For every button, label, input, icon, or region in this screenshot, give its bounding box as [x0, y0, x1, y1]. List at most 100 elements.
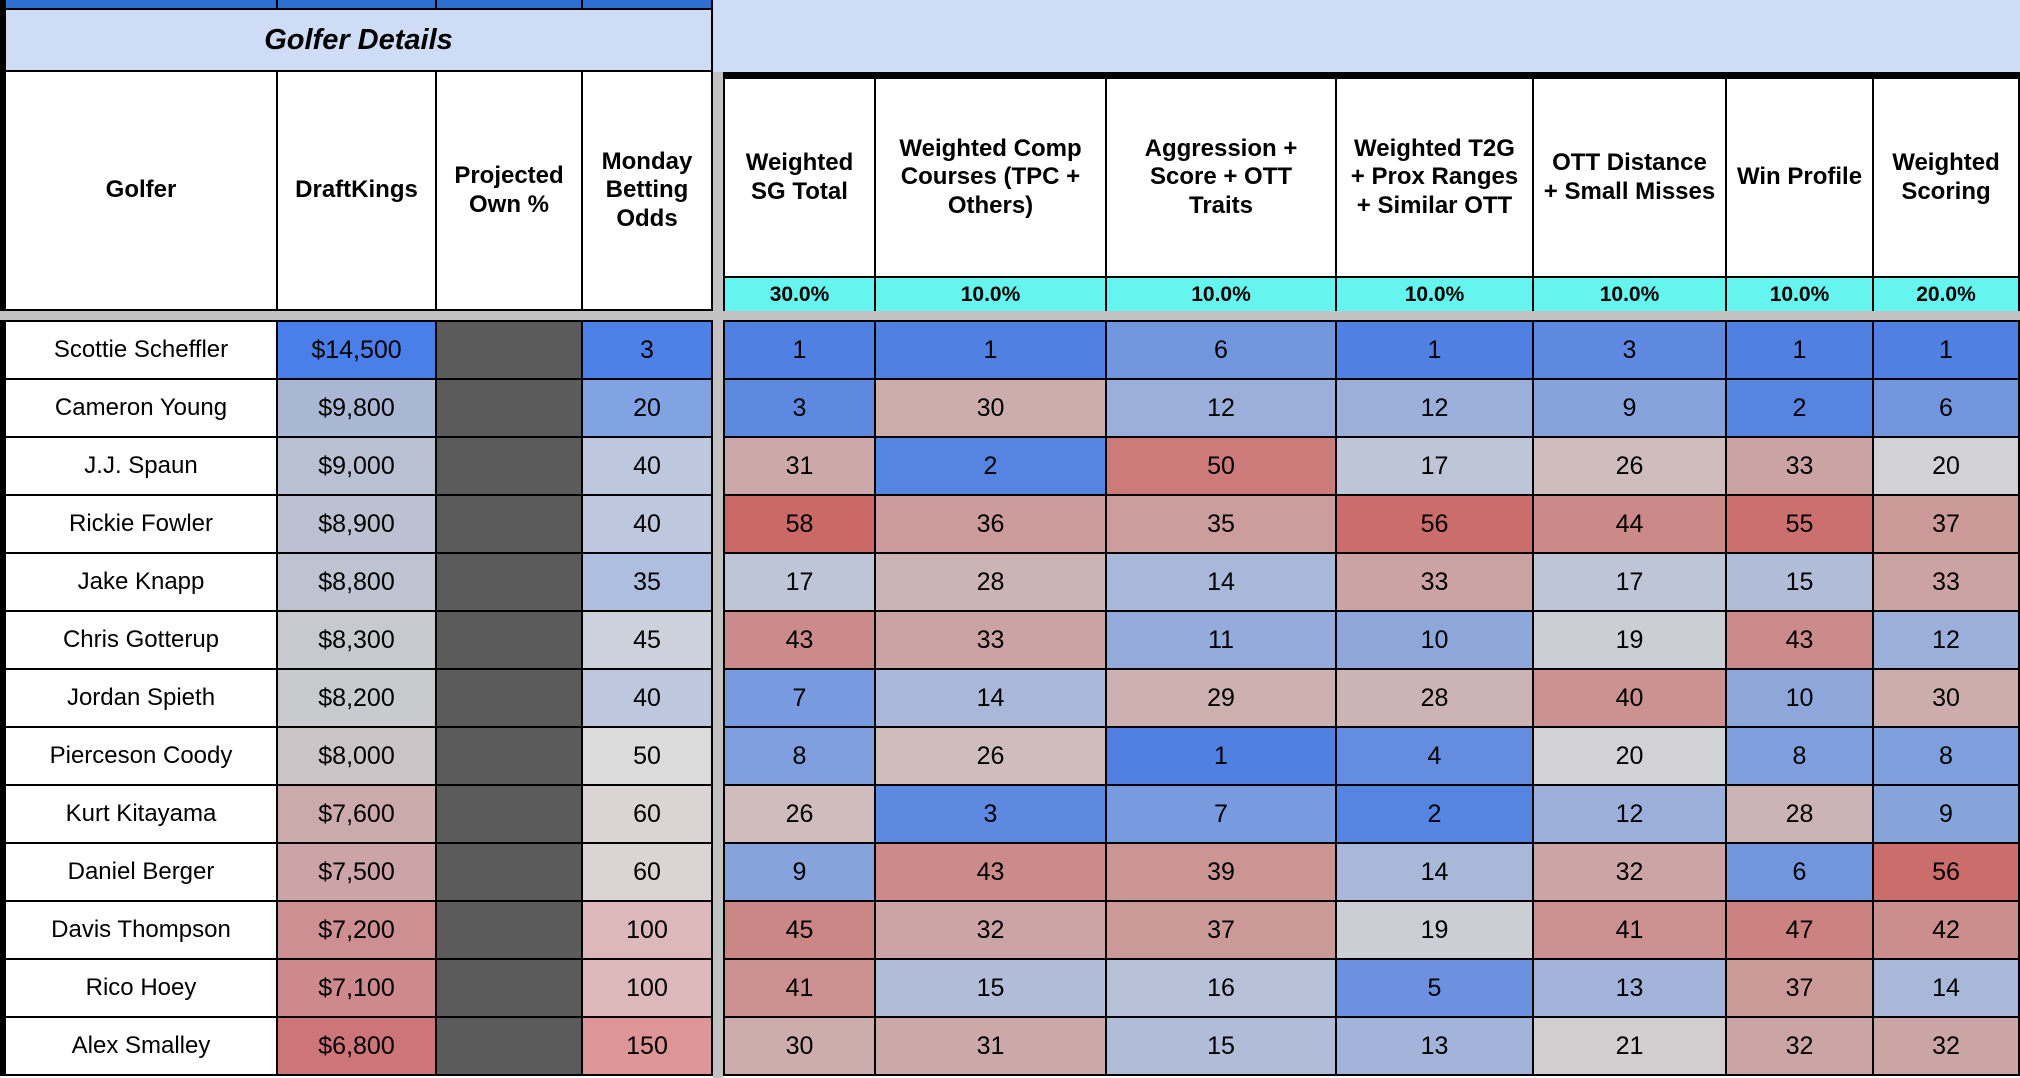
metric-rank-cell[interactable]: 33: [1337, 554, 1534, 612]
draftkings-salary-cell[interactable]: $7,200: [278, 902, 437, 960]
metric-weight[interactable]: 10.0%: [1727, 278, 1874, 311]
metric-rank-cell[interactable]: 19: [1337, 902, 1534, 960]
metric-header[interactable]: Weighted T2G + Prox Ranges + Similar OTT: [1337, 79, 1534, 278]
golfer-name-cell[interactable]: Jake Knapp: [6, 554, 278, 612]
projected-own-cell[interactable]: [437, 670, 583, 728]
metric-rank-cell[interactable]: 16: [1107, 960, 1337, 1018]
metric-rank-cell[interactable]: 43: [1727, 612, 1874, 670]
metric-rank-cell[interactable]: 9: [1874, 786, 2020, 844]
metric-rank-cell[interactable]: 3: [1534, 322, 1727, 380]
metric-rank-cell[interactable]: 14: [1337, 844, 1534, 902]
draftkings-salary-cell[interactable]: $14,500: [278, 322, 437, 380]
metric-rank-cell[interactable]: 17: [1534, 554, 1727, 612]
metric-rank-cell[interactable]: 14: [876, 670, 1107, 728]
metric-rank-cell[interactable]: 15: [1107, 1018, 1337, 1076]
betting-odds-cell[interactable]: 100: [583, 902, 713, 960]
metric-rank-cell[interactable]: 9: [1534, 380, 1727, 438]
draftkings-salary-cell[interactable]: $8,900: [278, 496, 437, 554]
metric-rank-cell[interactable]: 9: [725, 844, 876, 902]
metric-rank-cell[interactable]: 56: [1874, 844, 2020, 902]
golfer-name-cell[interactable]: Davis Thompson: [6, 902, 278, 960]
metric-rank-cell[interactable]: 44: [1534, 496, 1727, 554]
metric-rank-cell[interactable]: 42: [1874, 902, 2020, 960]
betting-odds-cell[interactable]: 40: [583, 670, 713, 728]
metric-rank-cell[interactable]: 13: [1534, 960, 1727, 1018]
draftkings-salary-cell[interactable]: $8,200: [278, 670, 437, 728]
betting-odds-cell[interactable]: 60: [583, 844, 713, 902]
metric-rank-cell[interactable]: 12: [1337, 380, 1534, 438]
metric-rank-cell[interactable]: 30: [1874, 670, 2020, 728]
metric-rank-cell[interactable]: 32: [1727, 1018, 1874, 1076]
projected-own-cell[interactable]: [437, 380, 583, 438]
metric-header[interactable]: Aggression + Score + OTT Traits: [1107, 79, 1337, 278]
metric-header[interactable]: Weighted Scoring: [1874, 79, 2020, 278]
metric-rank-cell[interactable]: 28: [1337, 670, 1534, 728]
metric-rank-cell[interactable]: 1: [1107, 728, 1337, 786]
metric-rank-cell[interactable]: 12: [1874, 612, 2020, 670]
metric-rank-cell[interactable]: 10: [1727, 670, 1874, 728]
frozen-pane-horizontal-divider[interactable]: [0, 311, 2020, 320]
draftkings-salary-cell[interactable]: $8,000: [278, 728, 437, 786]
metric-rank-cell[interactable]: 4: [1337, 728, 1534, 786]
header-monday-betting-odds[interactable]: Monday Betting Odds: [583, 72, 713, 311]
metric-rank-cell[interactable]: 13: [1337, 1018, 1534, 1076]
metric-rank-cell[interactable]: 55: [1727, 496, 1874, 554]
betting-odds-cell[interactable]: 150: [583, 1018, 713, 1076]
draftkings-salary-cell[interactable]: $8,300: [278, 612, 437, 670]
draftkings-salary-cell[interactable]: $7,100: [278, 960, 437, 1018]
draftkings-salary-cell[interactable]: $7,500: [278, 844, 437, 902]
metric-header[interactable]: OTT Distance + Small Misses: [1534, 79, 1727, 278]
draftkings-salary-cell[interactable]: $7,600: [278, 786, 437, 844]
metric-header[interactable]: Weighted SG Total: [725, 79, 876, 278]
draftkings-salary-cell[interactable]: $9,000: [278, 438, 437, 496]
metric-rank-cell[interactable]: 17: [725, 554, 876, 612]
metric-rank-cell[interactable]: 6: [1107, 322, 1337, 380]
frozen-pane-vertical-divider[interactable]: [713, 72, 723, 1078]
metric-rank-cell[interactable]: 20: [1874, 438, 2020, 496]
metric-rank-cell[interactable]: 12: [1107, 380, 1337, 438]
header-projected-own-[interactable]: Projected Own %: [437, 72, 583, 311]
metric-rank-cell[interactable]: 32: [876, 902, 1107, 960]
golfer-name-cell[interactable]: Pierceson Coody: [6, 728, 278, 786]
metric-rank-cell[interactable]: 32: [1874, 1018, 2020, 1076]
projected-own-cell[interactable]: [437, 612, 583, 670]
projected-own-cell[interactable]: [437, 1018, 583, 1076]
metric-rank-cell[interactable]: 31: [876, 1018, 1107, 1076]
betting-odds-cell[interactable]: 40: [583, 496, 713, 554]
metric-rank-cell[interactable]: 15: [876, 960, 1107, 1018]
metric-rank-cell[interactable]: 2: [1727, 380, 1874, 438]
metric-rank-cell[interactable]: 41: [725, 960, 876, 1018]
metric-rank-cell[interactable]: 8: [725, 728, 876, 786]
projected-own-cell[interactable]: [437, 438, 583, 496]
metric-rank-cell[interactable]: 6: [1727, 844, 1874, 902]
golfer-name-cell[interactable]: Cameron Young: [6, 380, 278, 438]
metric-rank-cell[interactable]: 40: [1534, 670, 1727, 728]
metric-rank-cell[interactable]: 30: [725, 1018, 876, 1076]
golfer-name-cell[interactable]: Jordan Spieth: [6, 670, 278, 728]
metric-weight[interactable]: 10.0%: [1534, 278, 1727, 311]
golfer-name-cell[interactable]: J.J. Spaun: [6, 438, 278, 496]
betting-odds-cell[interactable]: 45: [583, 612, 713, 670]
metric-rank-cell[interactable]: 28: [1727, 786, 1874, 844]
metric-rank-cell[interactable]: 33: [876, 612, 1107, 670]
golfer-name-cell[interactable]: Alex Smalley: [6, 1018, 278, 1076]
metric-rank-cell[interactable]: 1: [876, 322, 1107, 380]
projected-own-cell[interactable]: [437, 728, 583, 786]
metric-rank-cell[interactable]: 2: [876, 438, 1107, 496]
metric-rank-cell[interactable]: 29: [1107, 670, 1337, 728]
metric-rank-cell[interactable]: 1: [1727, 322, 1874, 380]
metric-rank-cell[interactable]: 32: [1534, 844, 1727, 902]
projected-own-cell[interactable]: [437, 322, 583, 380]
metric-rank-cell[interactable]: 17: [1337, 438, 1534, 496]
metric-weight[interactable]: 10.0%: [1337, 278, 1534, 311]
metric-rank-cell[interactable]: 58: [725, 496, 876, 554]
betting-odds-cell[interactable]: 3: [583, 322, 713, 380]
metric-rank-cell[interactable]: 33: [1727, 438, 1874, 496]
metric-rank-cell[interactable]: 12: [1534, 786, 1727, 844]
golfer-name-cell[interactable]: Rico Hoey: [6, 960, 278, 1018]
metric-rank-cell[interactable]: 1: [1874, 322, 2020, 380]
draftkings-salary-cell[interactable]: $6,800: [278, 1018, 437, 1076]
betting-odds-cell[interactable]: 60: [583, 786, 713, 844]
projected-own-cell[interactable]: [437, 844, 583, 902]
metric-rank-cell[interactable]: 33: [1874, 554, 2020, 612]
